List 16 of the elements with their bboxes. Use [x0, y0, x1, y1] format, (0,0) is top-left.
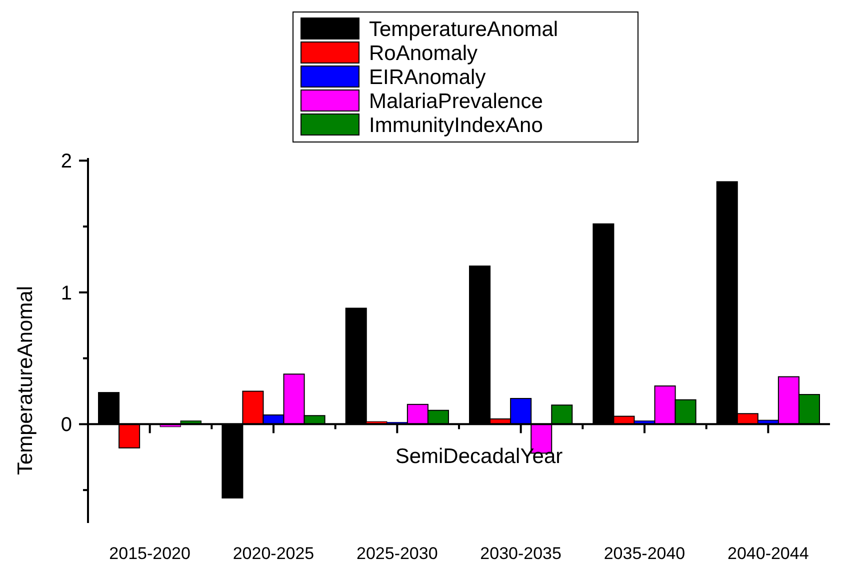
legend-label: MalariaPrevalence	[369, 90, 543, 113]
x-tick-label: 2020-2025	[232, 544, 314, 563]
legend-label: ImmunityIndexAno	[369, 114, 543, 137]
legend-label: TemperatureAnomal	[369, 18, 558, 41]
x-tick-label: 2035-2040	[604, 544, 686, 563]
x-axis-title: SemiDecadalYear	[395, 445, 563, 468]
legend-label: RoAnomaly	[369, 42, 478, 65]
y-tick-label: 2	[60, 150, 72, 173]
x-tick-label: 2015-2020	[109, 544, 190, 563]
legend-label: EIRAnomaly	[369, 66, 486, 89]
x-tick-label: 2025-2030	[356, 544, 438, 563]
x-tick-label: 2030-2035	[480, 544, 562, 563]
y-tick-label: 1	[60, 282, 72, 304]
y-tick-label: 0	[60, 414, 72, 436]
y-axis-title: TemperatureAnomal	[14, 286, 37, 476]
x-tick-label: 2040-2044	[728, 544, 809, 563]
